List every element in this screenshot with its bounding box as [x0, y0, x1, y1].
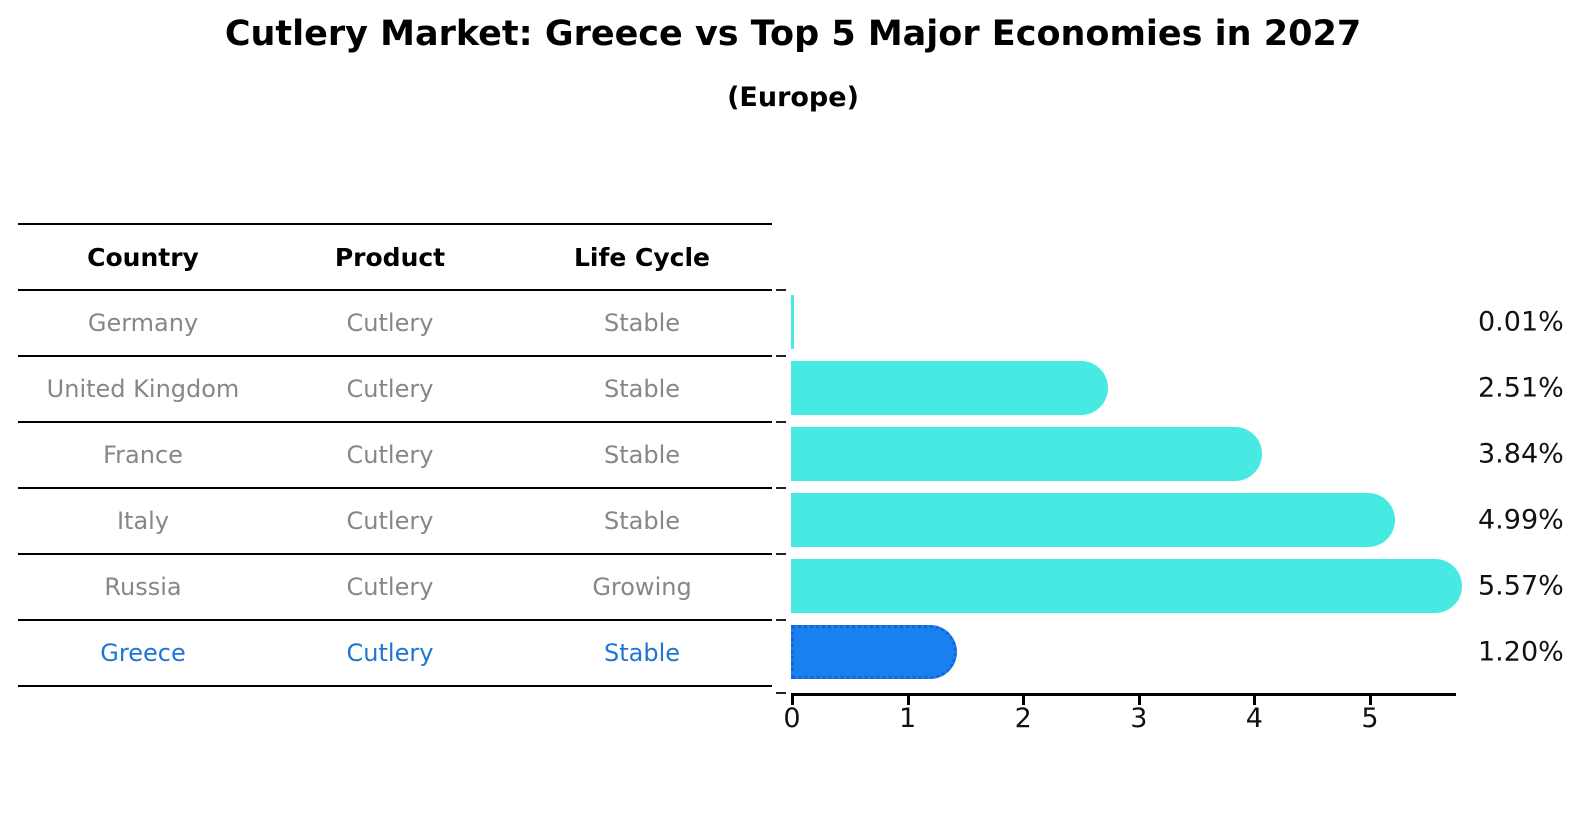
cell-product: Cutlery — [346, 375, 434, 403]
x-axis-tick-label: 0 — [783, 703, 801, 734]
y-axis-minor-tick — [776, 553, 786, 555]
cell-life-cycle: Stable — [603, 441, 681, 469]
bar-germany — [791, 295, 794, 349]
x-axis-tick — [1253, 696, 1257, 705]
cell-life-cycle: Growing — [592, 573, 692, 601]
cell-life-cycle: Stable — [603, 639, 681, 667]
x-axis-tick-label: 3 — [1130, 703, 1148, 734]
x-axis-tick — [906, 696, 910, 705]
chart-title: Cutlery Market: Greece vs Top 5 Major Ec… — [224, 14, 1362, 54]
x-axis-tick — [1369, 696, 1372, 705]
table-body: Germany Cutlery Stable United Kingdom Cutler… — [18, 291, 772, 687]
x-axis-tick — [1022, 696, 1026, 705]
x-axis-tick — [791, 696, 794, 705]
x-axis-tick — [1137, 696, 1141, 705]
y-axis-minor-tick — [776, 692, 786, 694]
value-label-russia: 5.57% — [1478, 570, 1564, 602]
x-axis-tick-label: 5 — [1361, 703, 1379, 734]
y-axis-minor-tick — [776, 289, 786, 291]
x-axis-tick-label: 4 — [1245, 703, 1263, 734]
cell-product: Cutlery — [346, 507, 434, 535]
column-header-country: Country — [87, 242, 199, 272]
table-row: United Kingdom Cutlery Stable — [18, 357, 772, 423]
value-label-italy: 4.99% — [1478, 504, 1564, 536]
column-header-life-cycle: Life Cycle — [573, 242, 711, 272]
x-axis-line — [791, 693, 1456, 696]
cell-product: Cutlery — [346, 639, 434, 667]
cell-country: France — [103, 441, 183, 469]
cell-country: Russia — [104, 573, 182, 601]
bar-italy — [791, 493, 1395, 547]
y-axis-minor-tick — [776, 487, 786, 489]
table-row: France Cutlery Stable — [18, 423, 772, 489]
cell-country: United Kingdom — [46, 375, 240, 403]
x-axis-tick-label: 1 — [899, 703, 917, 734]
cell-product: Cutlery — [346, 309, 434, 337]
cell-life-cycle: Stable — [603, 507, 681, 535]
cell-country: Italy — [116, 507, 170, 535]
cell-product: Cutlery — [346, 441, 434, 469]
y-axis-minor-tick — [776, 619, 786, 621]
table-row: Germany Cutlery Stable — [18, 291, 772, 357]
cell-country: Germany — [87, 309, 199, 337]
value-label-united-kingdom: 2.51% — [1478, 372, 1564, 404]
bar-greece — [791, 625, 957, 679]
column-header-product: Product — [334, 242, 446, 272]
value-label-greece: 1.20% — [1478, 636, 1564, 668]
y-axis-minor-tick — [776, 421, 786, 423]
table-row: Russia Cutlery Growing — [18, 555, 772, 621]
table-header-row: Country Product Life Cycle — [18, 225, 772, 291]
country-table: Country Product Life Cycle Germany Cutler… — [18, 223, 772, 687]
cell-life-cycle: Stable — [603, 375, 681, 403]
cell-life-cycle: Stable — [603, 309, 681, 337]
bar-russia — [791, 559, 1462, 613]
cell-country: Greece — [100, 639, 186, 667]
y-axis-minor-tick — [776, 355, 786, 357]
chart-subtitle: (Europe) — [727, 82, 859, 113]
bar-france — [791, 427, 1262, 481]
table-row: Greece Cutlery Stable — [18, 621, 772, 687]
table-row: Italy Cutlery Stable — [18, 489, 772, 555]
cell-product: Cutlery — [346, 573, 434, 601]
value-label-france: 3.84% — [1478, 438, 1564, 470]
x-axis-tick-label: 2 — [1014, 703, 1032, 734]
bar-united-kingdom — [791, 361, 1109, 415]
value-label-germany: 0.01% — [1478, 306, 1564, 338]
